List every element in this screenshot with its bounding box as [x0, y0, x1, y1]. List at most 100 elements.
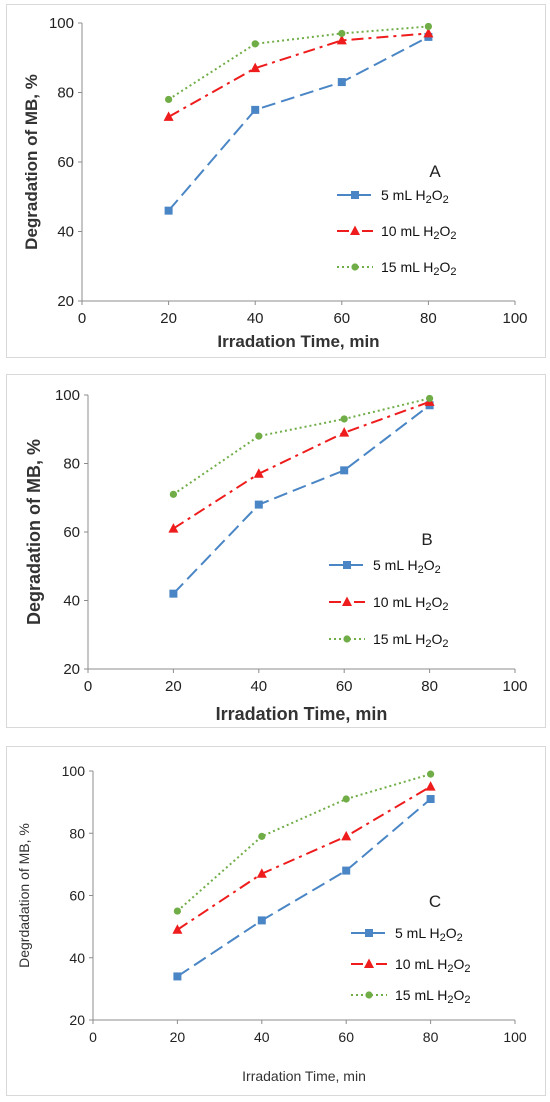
legend-label-sub2: 2 — [442, 638, 448, 650]
legend-label-mid: O — [440, 223, 451, 239]
y-tick-label: 20 — [57, 293, 74, 310]
y-tick-label: 100 — [49, 15, 74, 32]
data-point — [342, 795, 350, 803]
legend-label-main: 5 mL H — [373, 557, 418, 573]
data-point — [172, 924, 183, 934]
legend-label-mid: O — [454, 956, 465, 972]
panel-letter: B — [421, 530, 432, 549]
legend-label-sub2: 2 — [450, 266, 456, 278]
legend-item: 10 mL H2O2 — [329, 594, 449, 613]
legend-label-sub2: 2 — [450, 230, 456, 242]
legend-item: 5 mL H2O2 — [329, 557, 441, 576]
x-tick-label: 100 — [502, 310, 527, 327]
data-point — [168, 523, 179, 533]
data-point — [251, 105, 260, 114]
data-point — [426, 394, 434, 403]
x-tick-label: 20 — [165, 678, 182, 695]
data-point — [337, 78, 346, 87]
x-tick-label: 80 — [421, 678, 438, 695]
data-point — [256, 868, 267, 878]
legend-marker — [365, 991, 373, 999]
legend-label: 5 mL H2O2 — [395, 925, 463, 944]
series-line — [176, 773, 431, 912]
legend-item: 15 mL H2O2 — [337, 259, 457, 278]
y-axis-title: Degradation of MB, % — [22, 74, 41, 250]
series-3 — [173, 770, 435, 915]
data-point — [253, 468, 264, 478]
legend-label-sub: 2 — [440, 932, 446, 944]
legend-label-main: 10 mL H — [381, 223, 433, 239]
legend-item: 5 mL H2O2 — [351, 925, 463, 944]
data-point — [426, 795, 435, 804]
x-tick-label: 20 — [170, 1029, 186, 1045]
legend-label: 15 mL H2O2 — [395, 987, 471, 1006]
y-tick-label: 80 — [57, 85, 74, 102]
x-tick-label: 100 — [503, 1029, 527, 1045]
legend-marker — [351, 263, 359, 271]
y-tick-label: 20 — [63, 661, 80, 678]
series-2 — [172, 781, 436, 934]
legend-label-main: 5 mL H — [381, 187, 426, 203]
legend-label: 15 mL H2O2 — [381, 259, 457, 278]
legend-marker — [343, 635, 351, 643]
data-point — [165, 95, 173, 104]
legend-marker — [343, 561, 351, 569]
legend-label-mid: O — [424, 557, 435, 573]
x-tick-label: 20 — [160, 310, 177, 327]
data-point — [169, 589, 178, 598]
y-tick-label: 100 — [62, 763, 86, 779]
data-point — [251, 40, 259, 48]
legend-label-sub2: 2 — [435, 564, 441, 576]
panel-letter: A — [429, 162, 441, 181]
legend-label-sub: 2 — [425, 638, 431, 650]
y-tick-label: 80 — [69, 825, 85, 841]
series-line — [172, 397, 430, 496]
legend-label-sub: 2 — [425, 601, 431, 613]
y-axis-title: Degradation of MB, % — [24, 439, 44, 625]
chart-panel-b: 20 40 60 80 100 0 20 40 60 80 100 Irradation Time, … — [6, 374, 546, 728]
legend-label-sub: 2 — [447, 963, 453, 975]
legend-item: 5 mL H2O2 — [337, 187, 449, 206]
x-tick-label: 60 — [338, 1029, 354, 1045]
legend-label-mid: O — [432, 187, 443, 203]
legend-marker — [365, 929, 373, 937]
legend-marker — [342, 596, 352, 606]
y-tick-label: 60 — [57, 154, 74, 171]
legend-label-main: 5 mL H — [395, 925, 440, 941]
x-axis-title: Irradation Time, min — [216, 704, 388, 724]
data-point — [425, 781, 436, 791]
y-tick-label: 40 — [57, 224, 74, 241]
legend-label-mid: O — [440, 259, 451, 275]
data-point — [257, 916, 266, 925]
legend-label-mid: O — [432, 631, 443, 647]
data-point — [338, 29, 346, 38]
series-line — [172, 404, 431, 595]
legend-marker — [351, 191, 359, 199]
legend-label: 5 mL H2O2 — [373, 557, 441, 576]
legend-label-mid: O — [432, 594, 443, 610]
legend-label-sub: 2 — [433, 230, 439, 242]
legend-item: 10 mL H2O2 — [337, 223, 457, 242]
data-point — [163, 111, 174, 121]
legend-label-sub: 2 — [418, 564, 424, 576]
legend-label-main: 15 mL H — [381, 259, 433, 275]
legend-label: 10 mL H2O2 — [373, 594, 449, 613]
data-point — [423, 27, 434, 38]
legend-label-mid: O — [446, 925, 457, 941]
data-point — [169, 490, 177, 498]
data-point — [339, 427, 350, 437]
legend-marker — [350, 225, 360, 235]
series-line — [176, 798, 432, 978]
data-point — [254, 500, 263, 509]
x-axis-title: Irradation Time, min — [242, 1068, 366, 1084]
data-point — [342, 866, 351, 875]
series-line — [168, 25, 429, 101]
legend-label-sub2: 2 — [442, 601, 448, 613]
legend-item: 15 mL H2O2 — [329, 631, 449, 650]
data-point — [424, 22, 432, 31]
legend-label: 10 mL H2O2 — [395, 956, 471, 975]
legend-item: 10 mL H2O2 — [351, 956, 471, 975]
data-point — [164, 206, 173, 215]
